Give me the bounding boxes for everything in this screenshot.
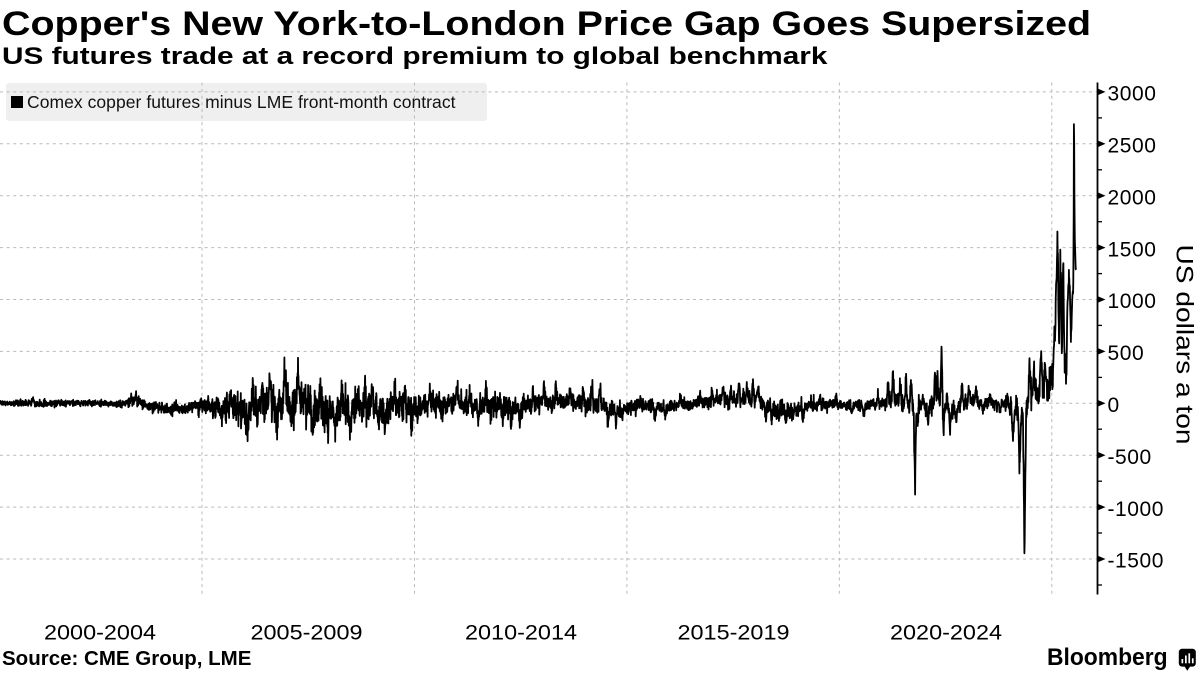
svg-text:2000-2004: 2000-2004	[44, 622, 156, 645]
svg-text:2500: 2500	[1108, 135, 1157, 158]
svg-text:1500: 1500	[1108, 238, 1157, 261]
svg-text:-500: -500	[1108, 446, 1152, 469]
svg-text:500: 500	[1108, 342, 1145, 365]
svg-text:1000: 1000	[1108, 290, 1157, 313]
svg-text:-1500: -1500	[1108, 550, 1164, 573]
svg-text:0: 0	[1108, 394, 1120, 417]
svg-text:-1000: -1000	[1108, 498, 1164, 521]
svg-text:2015-2019: 2015-2019	[678, 622, 790, 645]
svg-text:3000: 3000	[1108, 83, 1157, 106]
svg-text:US dollars a ton: US dollars a ton	[1171, 245, 1198, 445]
svg-text:2020-2024: 2020-2024	[890, 622, 1002, 645]
svg-text:2000: 2000	[1108, 186, 1157, 209]
svg-text:2005-2009: 2005-2009	[251, 622, 363, 645]
svg-text:2010-2014: 2010-2014	[465, 622, 577, 645]
